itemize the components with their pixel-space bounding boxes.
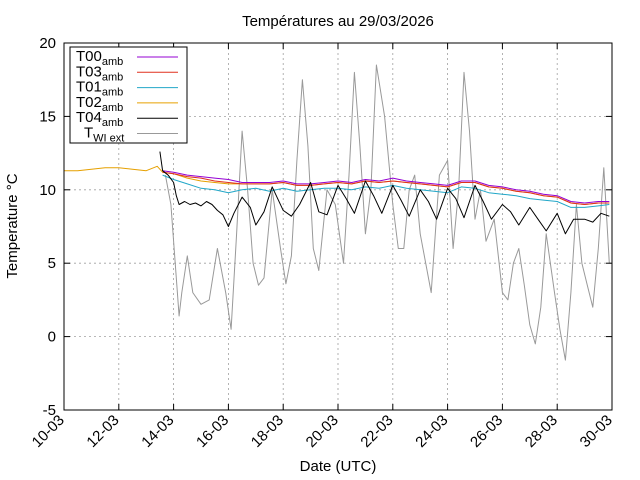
x-axis-label: Date (UTC) (300, 458, 377, 475)
y-axis-label: Temperature °C (4, 173, 21, 278)
y-tick-label: 10 (39, 182, 56, 199)
legend-label: T (84, 125, 93, 142)
x-tick-label: 12-03 (83, 412, 122, 451)
legend-subscript: WI ext (93, 133, 124, 145)
y-tick-label: -5 (43, 402, 56, 419)
y-tick-label: 0 (48, 329, 56, 346)
legend-label: T01 (76, 79, 102, 96)
legend-label: T03 (76, 63, 102, 80)
legend-item: T03 amb (76, 63, 178, 83)
legend-item: T04 amb (76, 109, 178, 129)
legend-item: T00 amb (76, 48, 178, 68)
x-tick-label: 28-03 (522, 412, 561, 451)
y-tick-label: 5 (48, 255, 56, 272)
x-tick-label: 20-03 (303, 412, 342, 451)
legend-subscript: amb (102, 87, 123, 99)
legend-label: T02 (76, 94, 102, 111)
x-tick-label: 18-03 (248, 412, 287, 451)
series-line-t04amb (159, 151, 610, 235)
legend-item: T02 amb (76, 94, 178, 114)
legend-label: T00 (76, 48, 102, 65)
series-lines (64, 64, 610, 361)
chart-title: Températures au 29/03/2026 (242, 13, 434, 30)
series-line-t03amb (162, 171, 610, 205)
legend-item: T WI ext (84, 125, 178, 145)
y-tick-label: 15 (39, 108, 56, 125)
x-tick-label: 14-03 (138, 412, 177, 451)
x-tick-label: 26-03 (467, 412, 506, 451)
legend-subscript: amb (102, 56, 123, 68)
x-tick-label: 16-03 (193, 412, 232, 451)
series-line-t01amb (162, 174, 610, 208)
series-line-t00amb (162, 170, 610, 204)
x-tick-label: 24-03 (412, 412, 451, 451)
legend-item: T01 amb (76, 79, 178, 99)
legend-subscript: amb (102, 71, 123, 83)
y-tick-label: 20 (39, 35, 56, 52)
legend-subscript: amb (102, 117, 123, 129)
x-tick-label: 22-03 (357, 412, 396, 451)
series-line-twi-ext (164, 64, 610, 361)
legend-box (69, 46, 188, 144)
x-tick-label: 30-03 (577, 412, 616, 451)
legend-subscript: amb (102, 102, 123, 114)
series-line-t02amb (64, 165, 610, 205)
legend-label: T04 (76, 109, 102, 126)
